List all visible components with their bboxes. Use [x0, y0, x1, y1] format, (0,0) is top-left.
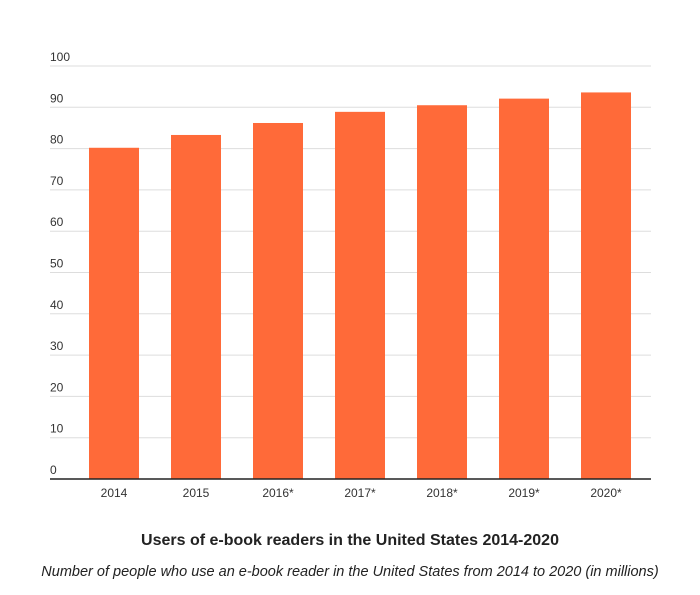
y-tick-label: 100: [50, 50, 70, 64]
bar-2015: [171, 134, 221, 479]
chart-title: Users of e-book readers in the United St…: [141, 532, 559, 549]
y-tick-label: 30: [50, 339, 64, 353]
bar-2018: [417, 105, 467, 480]
y-tick-label: 20: [50, 380, 64, 394]
bars: [89, 92, 631, 480]
x-tick-label: 2016*: [262, 486, 294, 500]
y-tick-label: 50: [50, 257, 64, 271]
bar-2020: [581, 92, 631, 479]
x-tick-label: 2018*: [426, 486, 458, 500]
y-tick-label: 80: [50, 133, 64, 147]
x-tick-label: 2015: [183, 486, 210, 500]
bar-chart: 0 10 20 30 40 50 60 70 80 90 100 2014 2015 2016* 2017…: [50, 50, 651, 500]
x-tick-label: 2019*: [508, 486, 540, 500]
x-tick-label: 2014: [101, 486, 128, 500]
y-tick-label: 60: [50, 215, 64, 229]
y-tick-label: 10: [50, 422, 64, 436]
x-tick-label: 2017*: [344, 486, 376, 500]
y-tick-label: 40: [50, 298, 64, 312]
bar-2019: [499, 98, 549, 479]
bar-2014: [89, 147, 139, 480]
bar-2017: [335, 111, 385, 479]
bar-2016: [253, 122, 303, 479]
y-tick-labels: 0 10 20 30 40 50 60 70 80 90 100: [50, 50, 70, 477]
y-tick-label: 90: [50, 91, 64, 105]
y-tick-label: 0: [50, 463, 57, 477]
chart-subtitle: Number of people who use an e-book reade…: [41, 564, 659, 580]
x-tick-label: 2020*: [590, 486, 622, 500]
y-tick-label: 70: [50, 174, 64, 188]
x-tick-labels: 2014 2015 2016* 2017* 2018* 2019* 2020*: [101, 486, 622, 500]
